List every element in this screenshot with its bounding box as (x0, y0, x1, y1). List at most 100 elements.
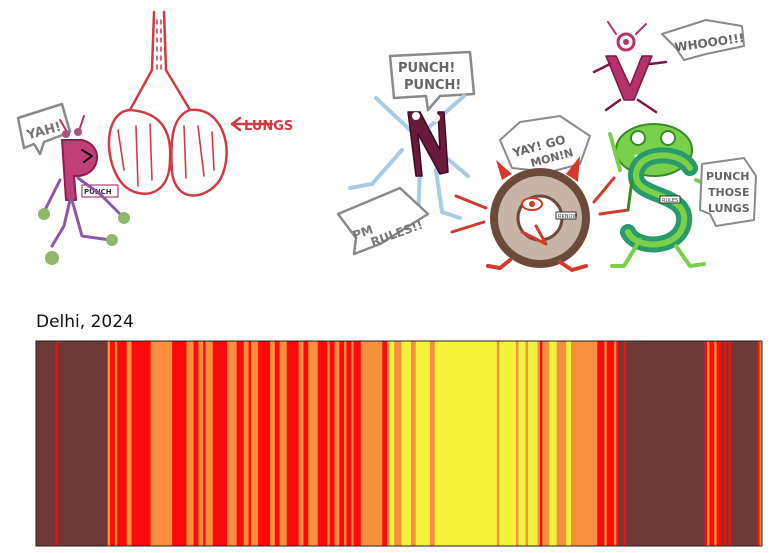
speech-pm-line1: PM (351, 222, 375, 242)
stripe-maroon-79 (730, 341, 758, 546)
stripe-red-34 (339, 341, 345, 546)
stripe-orange-41 (387, 341, 390, 546)
stripe-orange-23 (270, 341, 276, 546)
chart-frame (35, 340, 763, 547)
stripe-maroon-67 (618, 341, 624, 546)
stripe-orange-5 (114, 341, 118, 546)
speech-bubble-punch (388, 50, 476, 112)
stripe-orange-53 (525, 341, 529, 546)
stripe-red-36 (346, 341, 352, 546)
speech-those-line1: PUNCH (706, 170, 749, 183)
speech-those-line2: THOSE (708, 186, 750, 199)
stripe-orange-81 (759, 341, 763, 546)
stripe-orange-39 (360, 341, 383, 546)
stripe-yellow-48 (434, 341, 498, 546)
v-character: WHOOO!!! (592, 19, 745, 114)
speech-punch-line2: PUNCH! (404, 78, 461, 93)
n-character: PUNCH! PUNCH! PM RULES!! (336, 50, 476, 256)
stripe-red-76 (723, 341, 727, 546)
stripe-orange-29 (308, 341, 319, 546)
chart-title: Delhi, 2024 (36, 312, 134, 332)
stripe-red-6 (117, 341, 128, 546)
lungs-drawing (107, 10, 274, 197)
stripe-orange-71 (707, 341, 710, 546)
stripe-orange-63 (604, 341, 608, 546)
stripe-orange-47 (430, 341, 436, 546)
stripe-orange-43 (394, 341, 402, 546)
o-character: YAY! GO MON!N RKNOW (450, 115, 630, 272)
stripe-yellow-42 (389, 341, 395, 546)
speech-punch-line1: PUNCH! (398, 61, 455, 76)
stripe-yellow-58 (549, 341, 558, 546)
stripe-red-74 (716, 341, 722, 546)
stripe-orange-51 (516, 341, 519, 546)
stripe-red-26 (286, 341, 300, 546)
speech-bubble-pm (336, 186, 430, 256)
stripe-orange-13 (198, 341, 204, 546)
speech-bubble-whooo (661, 19, 745, 61)
stripe-red-28 (303, 341, 309, 546)
stripe-red-12 (193, 341, 199, 546)
stripe-red-32 (329, 341, 335, 546)
stripe-orange-45 (410, 341, 417, 546)
cartoon-illustration: YAH! PUNCH LUNGS PUNCH! PUNCH! (16, 10, 757, 272)
stripe-maroon-69 (625, 341, 706, 546)
stripe-orange-11 (186, 341, 195, 546)
stripe-yellow-44 (401, 341, 412, 546)
stripe-orange-49 (496, 341, 500, 546)
stripe-maroon-0 (36, 341, 56, 546)
stripe-maroon-2 (57, 341, 109, 546)
stripe-maroon-77 (726, 341, 729, 546)
stripe-red-38 (353, 341, 362, 546)
stripe-red-16 (212, 341, 228, 546)
badge-s-text: RULES (662, 198, 678, 204)
stripe-orange-61 (570, 341, 598, 546)
lungs-label-text: LUNGS (244, 119, 293, 134)
stripe-orange-65 (613, 341, 617, 546)
stripe-red-78 (728, 341, 732, 546)
stripe-yellow-52 (518, 341, 526, 546)
stripe-red-68 (623, 341, 627, 546)
stripe-red-22 (258, 341, 271, 546)
stripe-red-56 (539, 341, 543, 546)
stripe-orange-55 (537, 341, 541, 546)
stripe-orange-31 (327, 341, 331, 546)
stripe-red-4 (110, 341, 116, 546)
stripe-yellow-60 (566, 341, 572, 546)
stripe-red-24 (274, 341, 280, 546)
lung-left (107, 108, 172, 195)
s-character: RULES PUNCH THOSE LUNGS (608, 123, 757, 268)
stripe-red-14 (203, 341, 206, 546)
stripe-orange-73 (714, 341, 718, 546)
stripe-yellow-50 (499, 341, 517, 546)
stripe-red-10 (172, 341, 187, 546)
stripe-red-30 (317, 341, 328, 546)
stripe-orange-7 (126, 341, 132, 546)
p-character: YAH! PUNCH (16, 102, 130, 265)
stripe-red-70 (704, 341, 708, 546)
badge-o-text: RKNOW (558, 214, 577, 220)
stripe-red-64 (606, 341, 615, 546)
p-letter (61, 139, 99, 201)
stripe-orange-27 (298, 341, 304, 546)
stripe-orange-59 (556, 341, 567, 546)
stripe-yellow-46 (415, 341, 431, 546)
v-letter (605, 55, 653, 101)
stripe-red-20 (248, 341, 252, 546)
stripe-orange-17 (227, 341, 237, 546)
stripe-orange-15 (205, 341, 214, 546)
stripe-red-1 (55, 341, 58, 546)
lung-right (170, 108, 228, 197)
stripe-group (36, 341, 763, 546)
stripe-red-80 (757, 341, 761, 546)
stripe-red-72 (709, 341, 715, 546)
speech-bubble-punch-those (699, 157, 757, 227)
stripe-orange-19 (243, 341, 249, 546)
speech-bubble-yay (499, 115, 591, 173)
stripe-red-8 (131, 341, 152, 546)
stripe-orange-9 (150, 341, 173, 546)
stripe-red-18 (236, 341, 245, 546)
stripe-orange-21 (250, 341, 259, 546)
stripe-maroon-75 (721, 341, 725, 546)
